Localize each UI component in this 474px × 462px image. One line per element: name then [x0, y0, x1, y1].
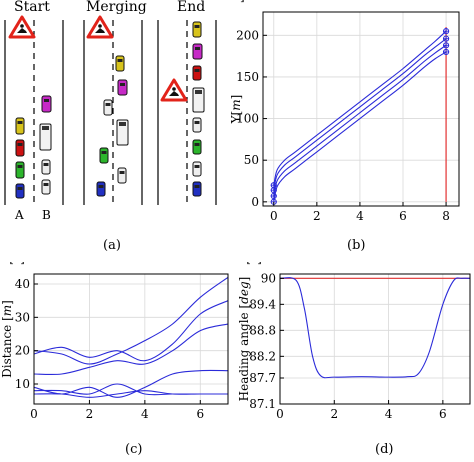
x-tick-label: 6 [196, 407, 204, 421]
car-icon [96, 181, 106, 197]
x-tick-label: 0 [276, 407, 284, 421]
point-marker [443, 42, 450, 49]
y-tick-label: 40 [15, 277, 30, 291]
truck-icon [39, 123, 52, 151]
y-tick-label: 89.4 [249, 297, 276, 311]
y-tick-label: 150 [236, 70, 259, 84]
car-icon [41, 159, 51, 175]
warning-sign-icon [8, 15, 36, 39]
x-tick-label: 0 [30, 407, 38, 421]
plot-frame [279, 273, 471, 405]
x-tick-label: 4 [356, 209, 364, 223]
trajectory-chart: 0 2 4 6 8 0 50 100 150 200 X[m] Y[m] [230, 0, 460, 223]
x-tick-label: 2 [86, 407, 94, 421]
series-line-6 [34, 390, 228, 398]
truck-icon [192, 87, 205, 113]
x-tick-label: 2 [330, 407, 338, 421]
heading-chart: 0 2 4 6 87.1 87.7 88.2 88.8 89.4 90 Time [s] Headin… [237, 262, 471, 421]
x-tick-label: 4 [141, 407, 149, 421]
distance-chart: 0 2 4 6 10 20 30 40 Time [s] Distance [m] [0, 262, 229, 421]
x-tick-label: 6 [439, 407, 447, 421]
y-tick-label: 200 [236, 28, 259, 42]
panel-c-caption: (c) [125, 442, 143, 457]
series-line-1 [280, 277, 470, 379]
series-line-1 [273, 51, 447, 202]
point-marker [270, 182, 277, 189]
y-tick-label: 100 [236, 112, 259, 126]
point-marker [443, 35, 450, 42]
heading-end: End [177, 0, 206, 15]
x-tick-label: 4 [385, 407, 393, 421]
y-tick-label: 87.1 [249, 397, 276, 411]
y-tick-label: 88.8 [249, 323, 276, 337]
x-tick-label: 6 [399, 209, 407, 223]
road-scene [4, 15, 217, 205]
car-icon [117, 79, 128, 96]
car-icon [192, 139, 202, 155]
truck-icon [116, 119, 129, 146]
panel-a-caption: (a) [103, 238, 121, 253]
panel-b-caption: (b) [347, 238, 366, 253]
y-axis-label: Y[m] [230, 95, 243, 125]
car-icon [192, 43, 203, 60]
car-icon [15, 139, 25, 157]
car-icon [192, 65, 202, 81]
point-marker [443, 48, 450, 55]
y-tick-label: 30 [15, 310, 30, 324]
y-tick-label: 10 [15, 377, 30, 391]
car-icon [41, 179, 51, 195]
warning-sign-icon [160, 78, 188, 102]
car-icon [15, 161, 25, 179]
x-axis-label: X[m] [230, 0, 245, 3]
panel-a: Start Merging End [0, 0, 230, 262]
lane-label-b: B [42, 208, 51, 222]
lane-label-a: A [15, 208, 24, 222]
series-line-3 [34, 323, 228, 376]
y-axis-label: Distance [m] [0, 300, 14, 378]
car-icon [192, 161, 202, 177]
series-line-4 [273, 30, 447, 186]
car-icon [115, 55, 125, 72]
car-icon [192, 181, 202, 197]
car-icon [192, 21, 202, 38]
y-tick-label: 88.2 [249, 349, 276, 363]
car-icon [117, 167, 127, 184]
y-tick-label: 90 [261, 271, 276, 285]
series-line-3 [273, 38, 447, 191]
y-axis-label: Heading angle [deg] [237, 277, 251, 402]
x-tick-label: 2 [313, 209, 321, 223]
car-icon [192, 117, 202, 133]
panel-d-caption: (d) [375, 442, 394, 457]
warning-sign-icon [86, 15, 114, 39]
x-tick-label: 8 [442, 209, 450, 223]
car-icon [99, 147, 109, 164]
car-icon [41, 95, 52, 113]
car-icon [15, 117, 25, 135]
series-line-2 [34, 300, 228, 362]
x-tick-label: 0 [270, 209, 278, 223]
y-tick-label: 20 [15, 344, 30, 358]
series-line-2 [273, 44, 447, 197]
x-axis-label: Time [s] [0, 262, 25, 265]
point-marker [443, 28, 450, 35]
car-icon [103, 99, 113, 116]
heading-start: Start [14, 0, 50, 15]
plot-frame [33, 273, 229, 405]
series-line-1 [34, 276, 228, 365]
x-axis-label: Time [s] [237, 262, 262, 265]
point-marker [270, 193, 277, 200]
y-tick-label: 87.7 [249, 371, 276, 385]
y-tick-label: 50 [244, 153, 259, 167]
heading-merging: Merging [86, 0, 147, 15]
car-icon [15, 183, 25, 199]
y-tick-label: 0 [251, 195, 259, 209]
plot-frame [262, 11, 460, 207]
